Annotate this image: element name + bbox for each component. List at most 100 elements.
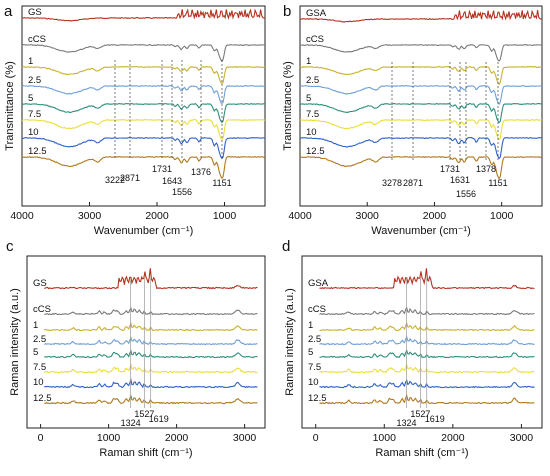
series-line xyxy=(21,84,266,105)
y-axis-label: Raman intensity (a.u.) xyxy=(9,288,21,396)
x-tick-label: 2000 xyxy=(423,210,447,222)
series-label: 5 xyxy=(28,93,33,104)
x-tick-label: 2000 xyxy=(441,432,465,444)
series-label: 12.5 xyxy=(306,146,325,157)
x-tick-label: 1000 xyxy=(373,432,397,444)
annotation-label: 1324 xyxy=(396,418,416,428)
plot-frame xyxy=(299,5,543,207)
series-label: 1 xyxy=(306,56,311,67)
series-label: GSA xyxy=(308,278,329,289)
series-line xyxy=(21,43,266,63)
series-line xyxy=(299,136,543,160)
x-tick-label: 3000 xyxy=(78,210,102,222)
series-label: 7.5 xyxy=(308,362,321,373)
annotation-label: 1619 xyxy=(425,414,445,424)
series-label: GS xyxy=(28,7,42,18)
annotation-label: 1731 xyxy=(152,164,172,174)
series-label: 7.5 xyxy=(306,109,319,120)
x-tick-label: 0 xyxy=(38,432,44,444)
x-axis-label: Raman shift (cm⁻¹) xyxy=(375,447,468,459)
series-line xyxy=(21,136,266,160)
annotation-label: 3278 xyxy=(382,178,402,188)
series-label: 10 xyxy=(308,377,319,388)
x-tick-label: 1000 xyxy=(490,210,514,222)
series-line xyxy=(300,43,543,62)
panel-letter: c xyxy=(6,238,14,255)
panel-c: c 0 1000 2000 3000 Raman shift (cm⁻¹) Raman in… xyxy=(6,238,266,459)
annotation-label: 2871 xyxy=(403,178,423,188)
annotation-label: 1619 xyxy=(149,414,169,424)
series-label: 1 xyxy=(308,320,313,331)
annotation-label: 1324 xyxy=(121,418,141,428)
series-label: cCS xyxy=(28,34,46,45)
series-label: 2.5 xyxy=(308,334,321,345)
x-tick-label: 0 xyxy=(313,432,319,444)
series-line xyxy=(319,268,535,290)
panel-letter: a xyxy=(4,3,13,20)
annotation-label: 1378 xyxy=(476,164,496,174)
y-axis-label: Transmittance (%) xyxy=(4,61,16,150)
series-label: GS xyxy=(33,278,47,289)
x-tick-label: 2000 xyxy=(145,210,169,222)
panel-b: b 4000 3000 2000 1000 Wavenumber (cm⁻¹) Transm… xyxy=(282,3,543,237)
series-label: 1 xyxy=(33,320,38,331)
panel-letter: d xyxy=(282,238,290,255)
series-line xyxy=(299,118,543,141)
series-label: 10 xyxy=(28,127,39,138)
x-tick-label: 3000 xyxy=(510,432,534,444)
series-line xyxy=(299,9,543,23)
series-label: 10 xyxy=(306,127,317,138)
annotation-label: 1556 xyxy=(172,187,192,197)
annotation-label: 1731 xyxy=(440,164,460,174)
annotation-label: 1556 xyxy=(456,189,476,199)
series-line xyxy=(44,268,258,290)
x-tick-label: 4000 xyxy=(288,210,312,222)
annotation-label: 1527 xyxy=(134,409,154,419)
x-axis-label: Wavenumber (cm⁻¹) xyxy=(94,225,194,237)
series-line xyxy=(299,155,543,180)
series-line xyxy=(21,66,266,85)
series-label: cCS xyxy=(306,34,324,45)
series-label: 12.5 xyxy=(28,146,47,157)
annotation-label: 1527 xyxy=(410,409,430,419)
x-tick-label: 3000 xyxy=(233,432,257,444)
plot-frame xyxy=(301,255,543,429)
annotation-label: 1643 xyxy=(162,176,182,186)
annotation-label: 1151 xyxy=(488,178,507,188)
panel-a: a 4000 3000 2000 1000 Wavenumber (cm⁻¹) Transm… xyxy=(4,3,266,237)
series-label: GSA xyxy=(306,8,327,19)
series-label: 2.5 xyxy=(28,75,41,86)
annotation-label: 2871 xyxy=(120,173,140,183)
annotation-label: 1631 xyxy=(450,175,470,185)
x-axis-label: Raman shift (cm⁻¹) xyxy=(99,447,192,459)
annotation-label: 1376 xyxy=(191,167,211,177)
annotation-label: 3222 xyxy=(105,175,125,185)
series-label: 7.5 xyxy=(33,362,46,373)
series-line xyxy=(299,66,543,86)
x-axis-label: Wavenumber (cm⁻¹) xyxy=(371,225,471,237)
series-label: 5 xyxy=(33,347,38,358)
x-tick-label: 4000 xyxy=(10,210,34,222)
series-line xyxy=(299,85,543,106)
x-tick-label: 1000 xyxy=(97,432,121,444)
series-line xyxy=(21,102,266,124)
series-line xyxy=(21,119,266,141)
plot-frame xyxy=(21,5,266,207)
y-axis-label: Raman intensity (a.u.) xyxy=(284,288,296,396)
series-label: 2.5 xyxy=(33,334,46,345)
series-label: 1 xyxy=(28,56,33,67)
series-label: 5 xyxy=(306,93,311,104)
series-label: 12.5 xyxy=(33,393,52,404)
series-label: 7.5 xyxy=(28,109,41,120)
annotation-label: 1151 xyxy=(212,178,231,188)
panel-letter: b xyxy=(283,3,291,20)
series-label: 10 xyxy=(33,377,44,388)
series-label: 12.5 xyxy=(308,393,327,404)
x-tick-label: 2000 xyxy=(165,432,189,444)
series-label: 5 xyxy=(308,347,313,358)
y-axis-label: Transmittance (%) xyxy=(282,61,294,150)
panel-d: d 0 1000 2000 3000 Raman shift (cm⁻¹) Raman in… xyxy=(282,238,543,459)
x-tick-label: 3000 xyxy=(356,210,380,222)
series-label: 2.5 xyxy=(306,75,319,86)
